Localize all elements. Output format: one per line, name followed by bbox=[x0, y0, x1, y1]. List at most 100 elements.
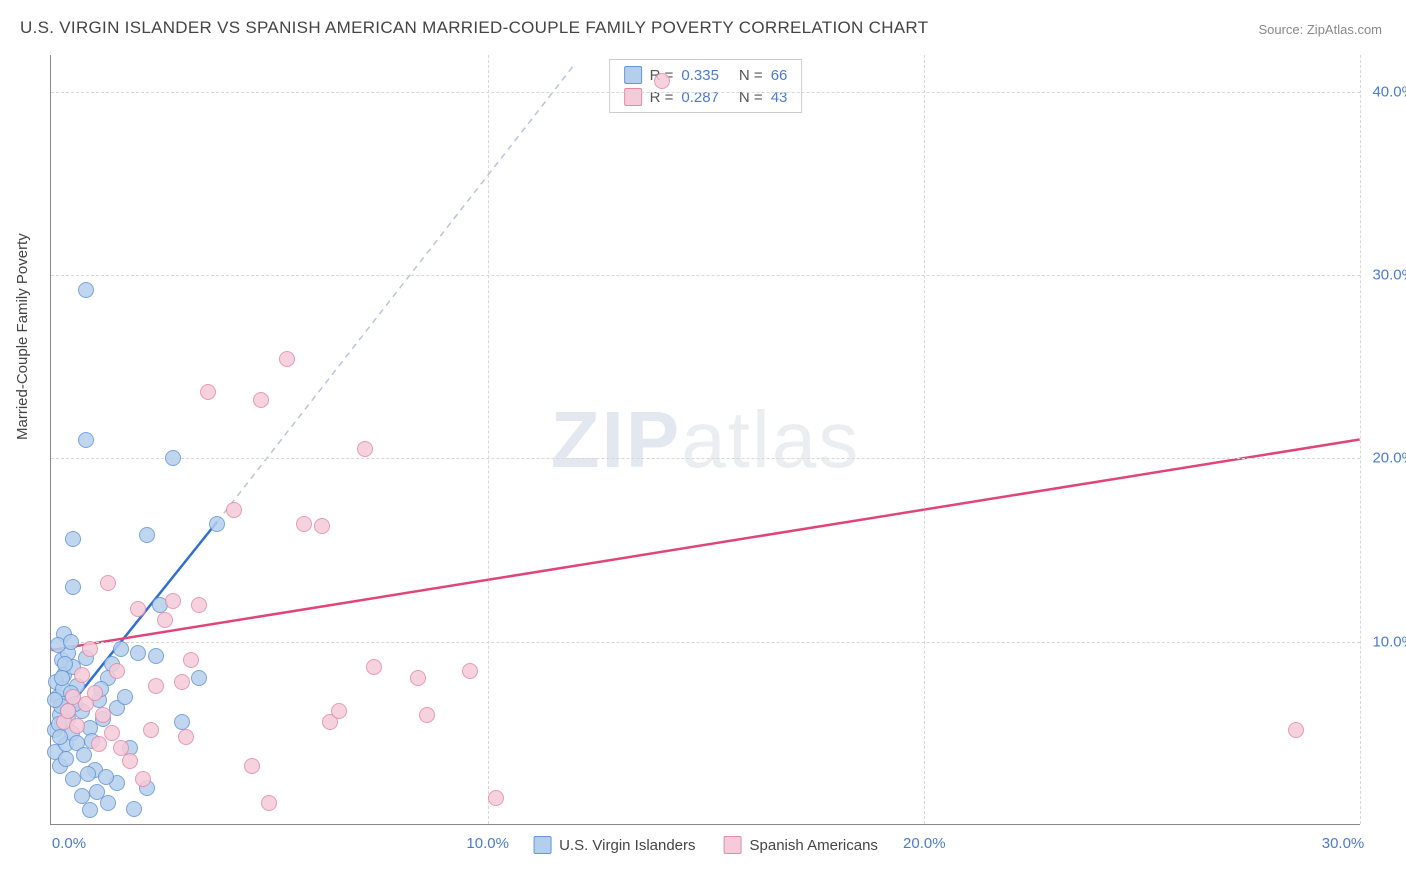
chart-title: U.S. VIRGIN ISLANDER VS SPANISH AMERICAN… bbox=[20, 18, 928, 38]
data-point bbox=[65, 579, 81, 595]
legend-swatch bbox=[533, 836, 551, 854]
legend-correlation-row: R =0.335N =66 bbox=[624, 64, 788, 86]
data-point bbox=[226, 502, 242, 518]
data-point bbox=[253, 392, 269, 408]
data-point bbox=[462, 663, 478, 679]
legend-swatch bbox=[624, 66, 642, 84]
gridline-h bbox=[51, 92, 1360, 93]
data-point bbox=[143, 722, 159, 738]
legend-n-label: N = bbox=[739, 67, 763, 84]
data-point bbox=[82, 641, 98, 657]
legend-n-value: 66 bbox=[771, 67, 788, 84]
data-point bbox=[178, 729, 194, 745]
data-point bbox=[109, 663, 125, 679]
data-point bbox=[98, 769, 114, 785]
data-point bbox=[357, 441, 373, 457]
watermark-light: atlas bbox=[681, 395, 860, 484]
trend-line-extrapolated bbox=[217, 64, 575, 522]
data-point bbox=[191, 670, 207, 686]
series-legend: U.S. Virgin Islanders Spanish Americans bbox=[533, 836, 878, 854]
data-point bbox=[209, 516, 225, 532]
data-point bbox=[139, 527, 155, 543]
data-point bbox=[74, 788, 90, 804]
data-point bbox=[89, 784, 105, 800]
data-point bbox=[91, 736, 107, 752]
gridline-v bbox=[488, 55, 489, 824]
legend-series-item: U.S. Virgin Islanders bbox=[533, 836, 695, 854]
data-point bbox=[60, 703, 76, 719]
data-point bbox=[76, 747, 92, 763]
data-point bbox=[130, 645, 146, 661]
data-point bbox=[58, 751, 74, 767]
data-point bbox=[165, 593, 181, 609]
data-point bbox=[654, 73, 670, 89]
data-point bbox=[80, 766, 96, 782]
data-point bbox=[63, 634, 79, 650]
watermark: ZIPatlas bbox=[551, 394, 860, 486]
data-point bbox=[100, 575, 116, 591]
legend-r-value: 0.335 bbox=[681, 67, 719, 84]
data-point bbox=[244, 758, 260, 774]
y-axis-title: Married-Couple Family Poverty bbox=[14, 233, 31, 440]
data-point bbox=[279, 351, 295, 367]
data-point bbox=[410, 670, 426, 686]
y-tick-label: 20.0% bbox=[1365, 450, 1406, 467]
data-point bbox=[191, 597, 207, 613]
data-point bbox=[331, 703, 347, 719]
data-point bbox=[126, 801, 142, 817]
data-point bbox=[57, 656, 73, 672]
x-tick-label: 20.0% bbox=[903, 835, 946, 852]
data-point bbox=[200, 384, 216, 400]
x-tick-label: 10.0% bbox=[466, 835, 509, 852]
data-point bbox=[366, 659, 382, 675]
data-point bbox=[122, 753, 138, 769]
data-point bbox=[157, 612, 173, 628]
gridline-v bbox=[924, 55, 925, 824]
data-point bbox=[82, 802, 98, 818]
data-point bbox=[148, 648, 164, 664]
x-tick-label: 30.0% bbox=[1322, 835, 1365, 852]
data-point bbox=[488, 790, 504, 806]
watermark-bold: ZIP bbox=[551, 395, 681, 484]
data-point bbox=[130, 601, 146, 617]
data-point bbox=[74, 667, 90, 683]
data-point bbox=[78, 282, 94, 298]
y-tick-label: 30.0% bbox=[1365, 267, 1406, 284]
plot-area: ZIPatlas R =0.335N =66R =0.287N =43 U.S.… bbox=[50, 55, 1360, 825]
data-point bbox=[419, 707, 435, 723]
data-point bbox=[165, 450, 181, 466]
data-point bbox=[65, 531, 81, 547]
legend-series-name: U.S. Virgin Islanders bbox=[559, 837, 695, 854]
data-point bbox=[65, 771, 81, 787]
right-border bbox=[1360, 55, 1361, 824]
data-point bbox=[135, 771, 151, 787]
gridline-h bbox=[51, 458, 1360, 459]
gridline-h bbox=[51, 642, 1360, 643]
x-tick-label: 0.0% bbox=[52, 835, 86, 852]
data-point bbox=[52, 729, 68, 745]
data-point bbox=[183, 652, 199, 668]
source-attribution: Source: ZipAtlas.com bbox=[1258, 22, 1382, 37]
correlation-legend: R =0.335N =66R =0.287N =43 bbox=[609, 59, 803, 113]
data-point bbox=[104, 725, 120, 741]
data-point bbox=[1288, 722, 1304, 738]
data-point bbox=[95, 707, 111, 723]
legend-correlation-row: R =0.287N =43 bbox=[624, 86, 788, 108]
y-tick-label: 10.0% bbox=[1365, 633, 1406, 650]
data-point bbox=[314, 518, 330, 534]
legend-series-name: Spanish Americans bbox=[750, 837, 878, 854]
data-point bbox=[69, 718, 85, 734]
data-point bbox=[65, 689, 81, 705]
legend-swatch bbox=[724, 836, 742, 854]
data-point bbox=[113, 641, 129, 657]
data-point bbox=[148, 678, 164, 694]
legend-series-item: Spanish Americans bbox=[724, 836, 878, 854]
data-point bbox=[296, 516, 312, 532]
data-point bbox=[174, 674, 190, 690]
data-point bbox=[117, 689, 133, 705]
data-point bbox=[78, 432, 94, 448]
y-tick-label: 40.0% bbox=[1365, 83, 1406, 100]
data-point bbox=[54, 670, 70, 686]
data-point bbox=[174, 714, 190, 730]
gridline-h bbox=[51, 275, 1360, 276]
